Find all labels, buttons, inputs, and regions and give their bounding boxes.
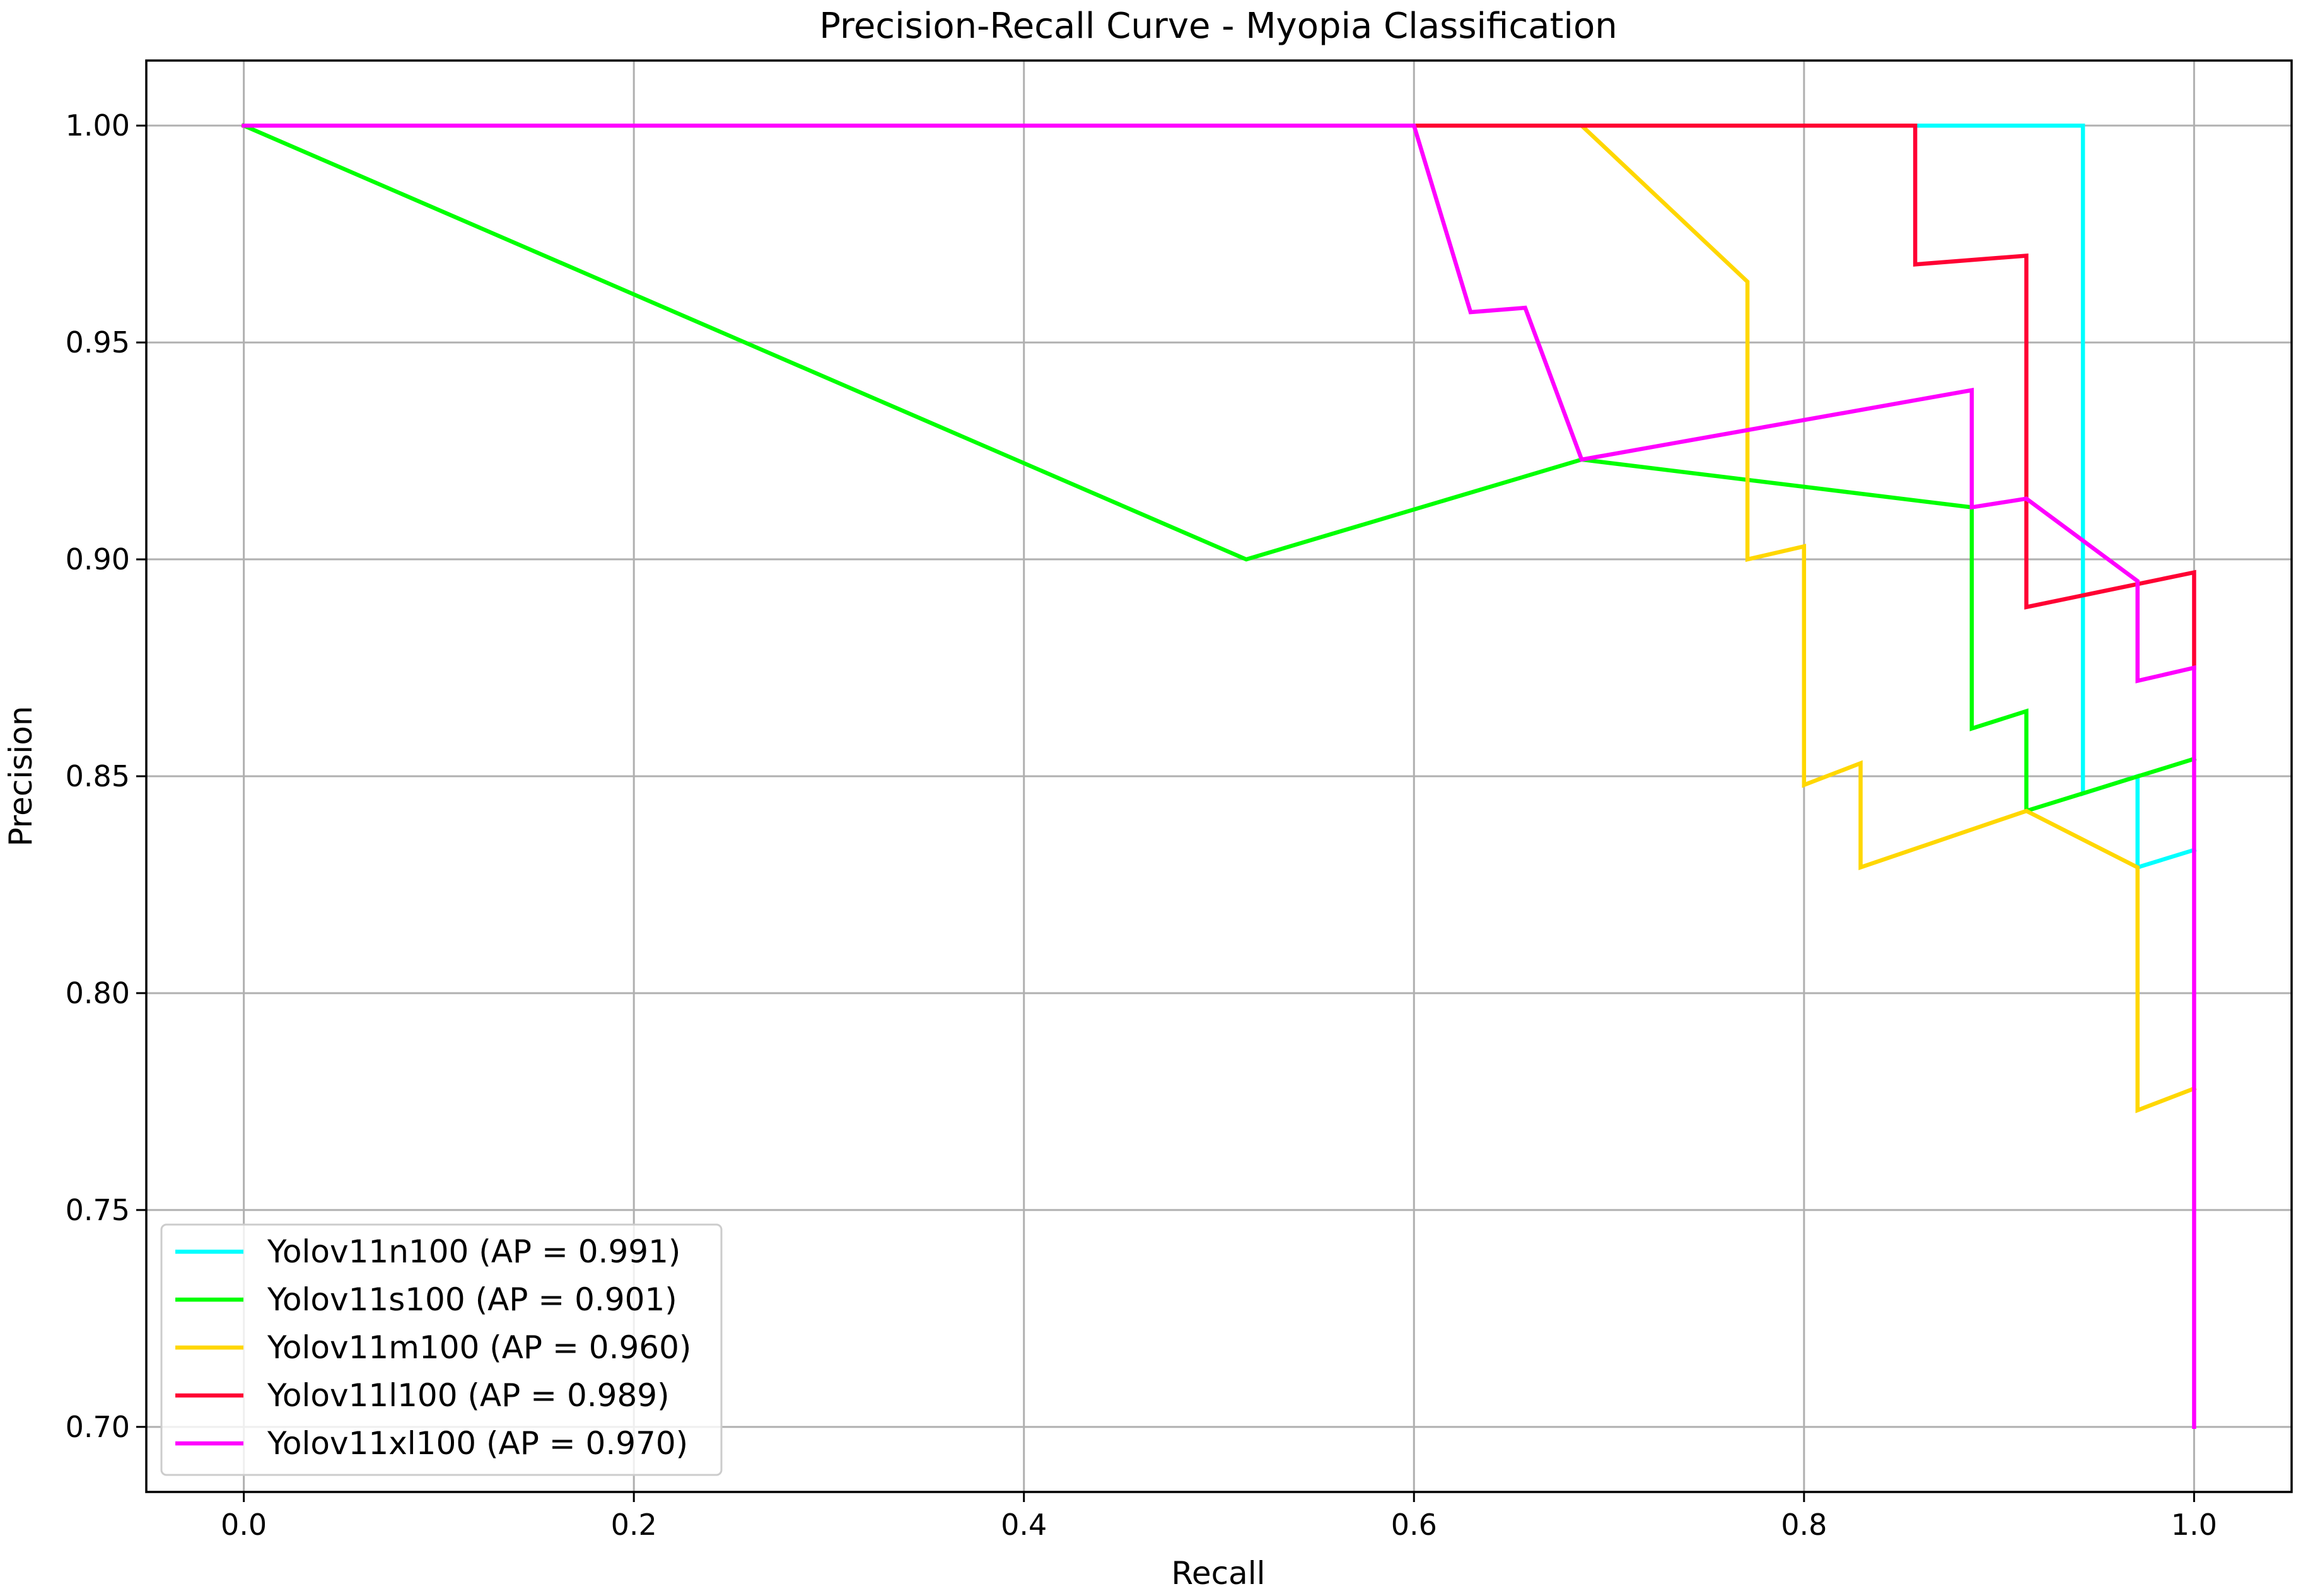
x-tick-label: 0.6	[1391, 1508, 1437, 1542]
legend-entry-label: Yolov11xl100 (AP = 0.970)	[267, 1425, 688, 1462]
series-line-2	[241, 122, 2197, 814]
y-tick-label: 0.70	[66, 1410, 130, 1444]
y-tick-label: 0.90	[66, 542, 130, 576]
series-line-4	[242, 123, 2196, 670]
legend-box	[160, 1223, 723, 1476]
x-tick-label: 0.0	[221, 1508, 267, 1542]
y-tick-label: 0.95	[66, 325, 130, 359]
y-tick-label: 0.85	[66, 759, 130, 793]
series-line-5	[242, 123, 2196, 1430]
y-tick-label: 0.80	[66, 976, 130, 1010]
y-axis: 0.70 0.75 0.80 0.85 0.90 0.95 1.00	[66, 108, 146, 1444]
chart-title: Precision-Recall Curve - Myopia Classifi…	[819, 6, 1617, 47]
x-axis: 0.0 0.2 0.4 0.6 0.8 1.0	[221, 1492, 2217, 1542]
legend-entry-label: Yolov11n100 (AP = 0.991)	[267, 1233, 680, 1270]
series-line-3	[242, 123, 2197, 1114]
x-axis-label: Recall	[1171, 1555, 1265, 1592]
x-tick-label: 0.2	[611, 1508, 657, 1542]
y-tick-label: 0.75	[66, 1193, 130, 1227]
x-tick-label: 1.0	[2171, 1508, 2217, 1542]
grid-lines	[146, 61, 2292, 1492]
legend-entry-label: Yolov11m100 (AP = 0.960)	[267, 1329, 691, 1366]
legend: Yolov11n100 (AP = 0.991) Yolov11s100 (AP …	[160, 1223, 723, 1476]
legend-entry-label: Yolov11s100 (AP = 0.901)	[267, 1281, 677, 1318]
plot-area	[241, 122, 2197, 1430]
y-axis-label: Precision	[3, 706, 39, 846]
x-tick-label: 0.4	[1001, 1508, 1047, 1542]
legend-entry-label: Yolov11l100 (AP = 0.989)	[267, 1377, 670, 1414]
x-tick-label: 0.8	[1781, 1508, 1827, 1542]
y-tick-label: 1.00	[66, 108, 130, 143]
